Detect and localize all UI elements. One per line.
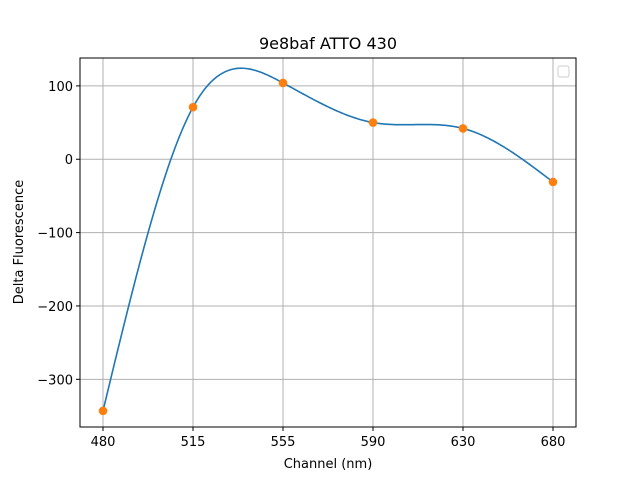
data-point [458, 124, 468, 133]
y-tick-label: −200 [37, 300, 73, 315]
data-points-group [98, 78, 558, 416]
data-point [548, 177, 558, 187]
y-tick-label: 0 [65, 153, 73, 168]
data-point [278, 78, 288, 88]
legend-box [557, 65, 570, 78]
data-point [368, 118, 378, 127]
plot-frame [79, 57, 577, 428]
series-curve-group [102, 67, 554, 412]
x-tick-label: 555 [271, 435, 296, 450]
y-tick-label: 100 [48, 80, 73, 95]
x-tick-label: 480 [91, 435, 116, 450]
data-point [98, 406, 108, 416]
y-tick-label: −300 [37, 373, 73, 388]
y-axis-ticks: 100 0 −100 −200 −300 [37, 80, 80, 388]
x-axis-ticks: 480 515 555 590 630 680 [91, 427, 566, 450]
x-axis-label: Channel (nm) [284, 457, 373, 472]
data-point [188, 102, 198, 112]
x-tick-label: 630 [451, 435, 476, 450]
x-tick-label: 680 [541, 435, 566, 450]
series-curve [102, 67, 554, 412]
x-tick-label: 590 [361, 435, 386, 450]
x-tick-label: 515 [181, 435, 206, 450]
y-axis-label: Delta Fluorescence [12, 180, 27, 304]
y-tick-label: −100 [37, 227, 73, 242]
chart-title: 9e8baf ATTO 430 [259, 34, 397, 53]
grid-lines [80, 58, 576, 427]
